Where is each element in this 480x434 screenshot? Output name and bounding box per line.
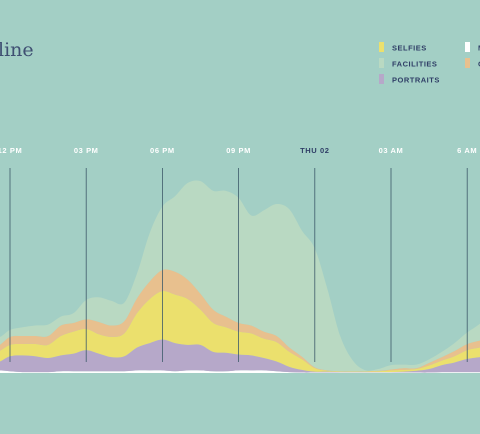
gridlines bbox=[9, 168, 468, 362]
chart-title: line bbox=[0, 39, 34, 61]
legend-label-o: O bbox=[478, 60, 480, 69]
legend-swatch-m bbox=[465, 42, 470, 52]
legend-label-portraits: PORTRAITS bbox=[392, 76, 440, 85]
area-m bbox=[0, 370, 480, 373]
legend-label-facilities: FACILITIES bbox=[392, 60, 437, 69]
x-tick-label: THU 02 bbox=[300, 146, 329, 155]
area-selfies bbox=[0, 291, 480, 373]
x-tick-label: 09 PM bbox=[226, 146, 251, 155]
x-tick-label: 06 PM bbox=[150, 146, 175, 155]
x-tick-label: 6 AM bbox=[457, 146, 477, 155]
legend-swatch-o bbox=[465, 58, 470, 68]
area-facilities bbox=[0, 180, 480, 372]
stacked-areas bbox=[0, 180, 480, 373]
legend-label-m: M bbox=[478, 44, 480, 53]
x-axis-ticks: 12 PM 03 PM 06 PM 09 PM THU 02 03 AM 6 AM bbox=[0, 146, 477, 155]
x-tick-label: 12 PM bbox=[0, 146, 22, 155]
legend: SELFIES FACILITIES PORTRAITS MO bbox=[379, 42, 480, 85]
legend-swatch-facilities bbox=[379, 58, 384, 68]
legend-swatch-portraits bbox=[379, 74, 384, 84]
legend-label-selfies: SELFIES bbox=[392, 44, 427, 53]
legend-swatch-selfies bbox=[379, 42, 384, 52]
area-portraits bbox=[0, 339, 480, 373]
x-tick-label: 03 AM bbox=[379, 146, 404, 155]
x-tick-label: 03 PM bbox=[74, 146, 99, 155]
